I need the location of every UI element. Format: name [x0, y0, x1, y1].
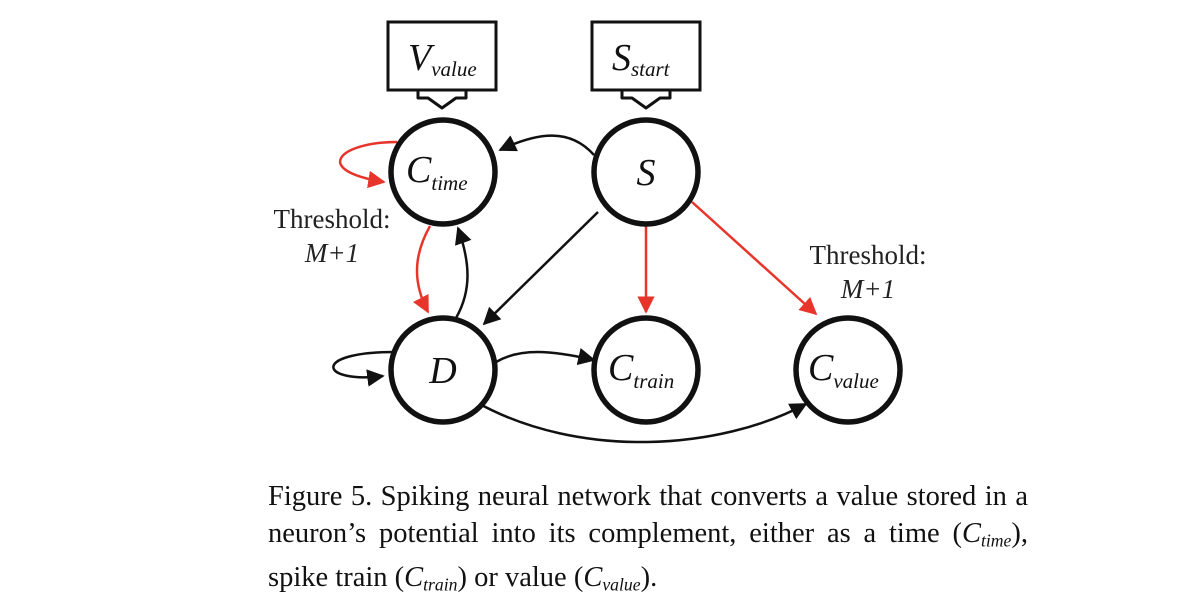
edge-s-to-d [482, 211, 599, 326]
caption-part2: ), spike train ( [268, 518, 1028, 594]
caption-ctime-main: C [961, 518, 981, 549]
v-value-input-arrow [416, 88, 468, 110]
c-train-sub: train [633, 369, 674, 393]
edge-d-to-ctime [454, 226, 472, 319]
edge-ctime-self-loop [338, 140, 398, 189]
svg-text:Ctrain: Ctrain [608, 347, 674, 393]
caption-part3: ) or value ( [457, 562, 584, 594]
c-train-main: C [608, 347, 634, 389]
figure-caption: Figure 5. Spiking neural network that co… [268, 478, 1028, 604]
threshold-right-line1: Threshold: [810, 240, 927, 270]
network-diagram: Vvalue Sstart Ctime S D Ctrain [274, 20, 927, 444]
threshold-left-line1: Threshold: [274, 204, 391, 234]
v-value-main: V [408, 37, 435, 79]
node-c-time: Ctime [388, 117, 498, 227]
c-time-sub: time [431, 171, 467, 195]
threshold-right-line2: M+1 [840, 274, 895, 304]
node-d: D [388, 315, 498, 425]
caption-ctrain-sub: train [423, 574, 458, 595]
caption-cvalue-main: C [583, 562, 603, 594]
svg-text:Vvalue: Vvalue [408, 37, 477, 81]
caption-cvalue-sub: value [602, 574, 641, 595]
s-main: S [637, 152, 656, 194]
c-value-main: C [808, 347, 834, 389]
threshold-left-line2: M+1 [304, 238, 359, 268]
node-c-value: Cvalue [793, 315, 903, 425]
threshold-label-left: Threshold: M+1 [274, 204, 391, 268]
svg-text:Sstart: Sstart [612, 37, 671, 81]
s-start-sub: start [631, 57, 671, 81]
edge-d-to-cvalue [475, 400, 808, 444]
s-start-main: S [612, 37, 631, 79]
v-value-sub: value [431, 57, 476, 81]
s-start-input: Sstart [590, 20, 702, 92]
node-s: S [591, 117, 701, 227]
d-main: D [428, 350, 456, 392]
edge-s-to-ctime [498, 134, 595, 156]
node-c-train: Ctrain [591, 315, 701, 425]
caption-ctrain-main: C [404, 562, 424, 594]
caption-part1: Figure 5. Spiking neural network that co… [268, 481, 1028, 549]
svg-text:Ctime: Ctime [406, 149, 468, 195]
svg-text:Cvalue: Cvalue [808, 347, 879, 393]
edge-d-to-ctrain [495, 347, 596, 366]
c-value-sub: value [833, 369, 878, 393]
caption-ctime-sub: time [980, 530, 1012, 551]
edge-s-to-cvalue [691, 201, 818, 316]
s-start-input-arrow [620, 88, 672, 110]
c-time-main: C [406, 149, 432, 191]
caption-part4: ). [640, 562, 658, 594]
edge-ctime-to-d [412, 225, 432, 314]
threshold-label-right: Threshold: M+1 [810, 240, 927, 304]
v-value-input: Vvalue [386, 20, 498, 92]
edge-d-self-loop [332, 350, 395, 387]
